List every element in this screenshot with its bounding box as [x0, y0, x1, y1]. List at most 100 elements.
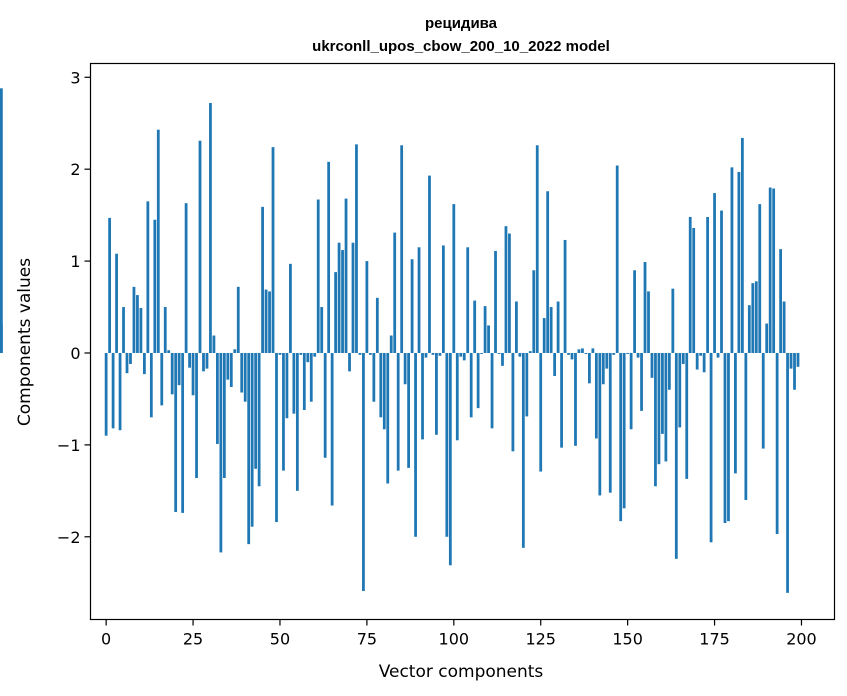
- bar-68: [341, 250, 344, 353]
- bar-188: [758, 204, 762, 353]
- bar-17: [163, 307, 167, 353]
- bar-166: [681, 352, 685, 365]
- bar-189: [761, 352, 765, 449]
- bar-143: [601, 352, 605, 385]
- bar-67: [337, 242, 341, 353]
- bar-124: [535, 145, 539, 353]
- bar-13: [149, 352, 153, 418]
- bar-86: [403, 352, 407, 385]
- bar-92: [424, 352, 428, 358]
- bar-42: [250, 352, 254, 527]
- bar-56: [299, 352, 303, 355]
- y-tick-label: 2: [70, 160, 80, 179]
- bar-58: [306, 352, 310, 363]
- x-tick-label: 0: [101, 630, 111, 649]
- bar-174: [709, 352, 713, 543]
- bar-32: [216, 352, 219, 444]
- bar-22: [181, 352, 185, 513]
- bar-152: [633, 270, 636, 353]
- bar-155: [643, 262, 647, 353]
- bar-158: [654, 352, 657, 487]
- bar-36: [229, 352, 233, 387]
- bar-119: [518, 352, 522, 357]
- bar-57: [302, 352, 306, 410]
- bar-15: [156, 129, 160, 353]
- bar-176: [716, 352, 720, 358]
- bar-65: [330, 352, 334, 506]
- bar-79: [379, 352, 383, 418]
- bar-106: [473, 300, 477, 353]
- bar-139: [588, 352, 591, 384]
- bar-35: [226, 352, 230, 380]
- bar-28: [202, 352, 205, 372]
- bar-167: [685, 352, 689, 479]
- bar-25: [191, 352, 195, 396]
- x-tick-label: 50: [270, 630, 290, 649]
- bar-172: [702, 352, 706, 373]
- bar-128: [549, 307, 553, 353]
- bar-160: [661, 352, 664, 434]
- bar-163: [671, 288, 675, 353]
- bar-137: [581, 348, 584, 353]
- bar-84: [396, 352, 400, 471]
- bar-118: [515, 301, 518, 353]
- bar-102: [459, 352, 463, 357]
- bar-122: [528, 351, 532, 353]
- bar-64: [327, 161, 331, 353]
- bar-179: [727, 352, 730, 522]
- x-tick-label: 150: [612, 630, 643, 649]
- bar-100: [452, 204, 456, 353]
- bar-142: [598, 352, 602, 496]
- chart-subtitle: ukrconll_upos_cbow_200_10_2022 model: [312, 38, 610, 55]
- bar-14: [153, 219, 157, 353]
- bar-30: [209, 103, 212, 353]
- bar-180: [730, 167, 734, 353]
- bar-131: [560, 352, 563, 448]
- bar-146: [612, 352, 616, 355]
- bar-62: [320, 307, 324, 353]
- bar-110: [487, 325, 490, 353]
- bar-133: [567, 352, 570, 355]
- bar-149: [622, 352, 626, 509]
- bar-198: [793, 352, 796, 390]
- bar-173: [706, 216, 709, 353]
- bar-24: [188, 352, 191, 368]
- bar-140: [591, 348, 595, 353]
- bar-141: [594, 352, 598, 439]
- bars-group: [0, 88, 800, 593]
- bar-73: [358, 352, 362, 355]
- bar-74: [362, 352, 365, 592]
- bar-81: [386, 352, 390, 484]
- bar-138: [584, 352, 588, 354]
- bar-115: [504, 226, 508, 353]
- x-tick-label: 200: [786, 630, 817, 649]
- bar-121: [525, 352, 529, 417]
- bar-164: [674, 352, 678, 559]
- bar-44: [257, 352, 261, 487]
- bar-120: [521, 352, 525, 548]
- bar-77: [372, 352, 376, 402]
- bar-197: [789, 352, 793, 369]
- bar-51: [282, 352, 285, 471]
- bar-undefined: [0, 88, 3, 353]
- bar-185: [747, 305, 751, 353]
- bar-49: [275, 352, 278, 523]
- bar-94: [431, 352, 435, 355]
- bar-16: [160, 352, 164, 406]
- bar-76: [368, 352, 372, 355]
- bar-147: [615, 165, 619, 353]
- bar-5: [122, 307, 125, 353]
- bar-40: [243, 352, 247, 402]
- bar-125: [539, 352, 543, 472]
- bar-112: [494, 250, 497, 353]
- bar-170: [695, 352, 699, 370]
- bar-90: [417, 247, 421, 353]
- bar-0: [104, 352, 108, 436]
- bar-150: [626, 352, 630, 354]
- bar-101: [455, 352, 459, 441]
- bar-181: [734, 352, 737, 474]
- bar-59: [309, 352, 313, 402]
- bar-88: [410, 259, 414, 353]
- bar-61: [316, 199, 320, 353]
- bar-10: [139, 307, 143, 353]
